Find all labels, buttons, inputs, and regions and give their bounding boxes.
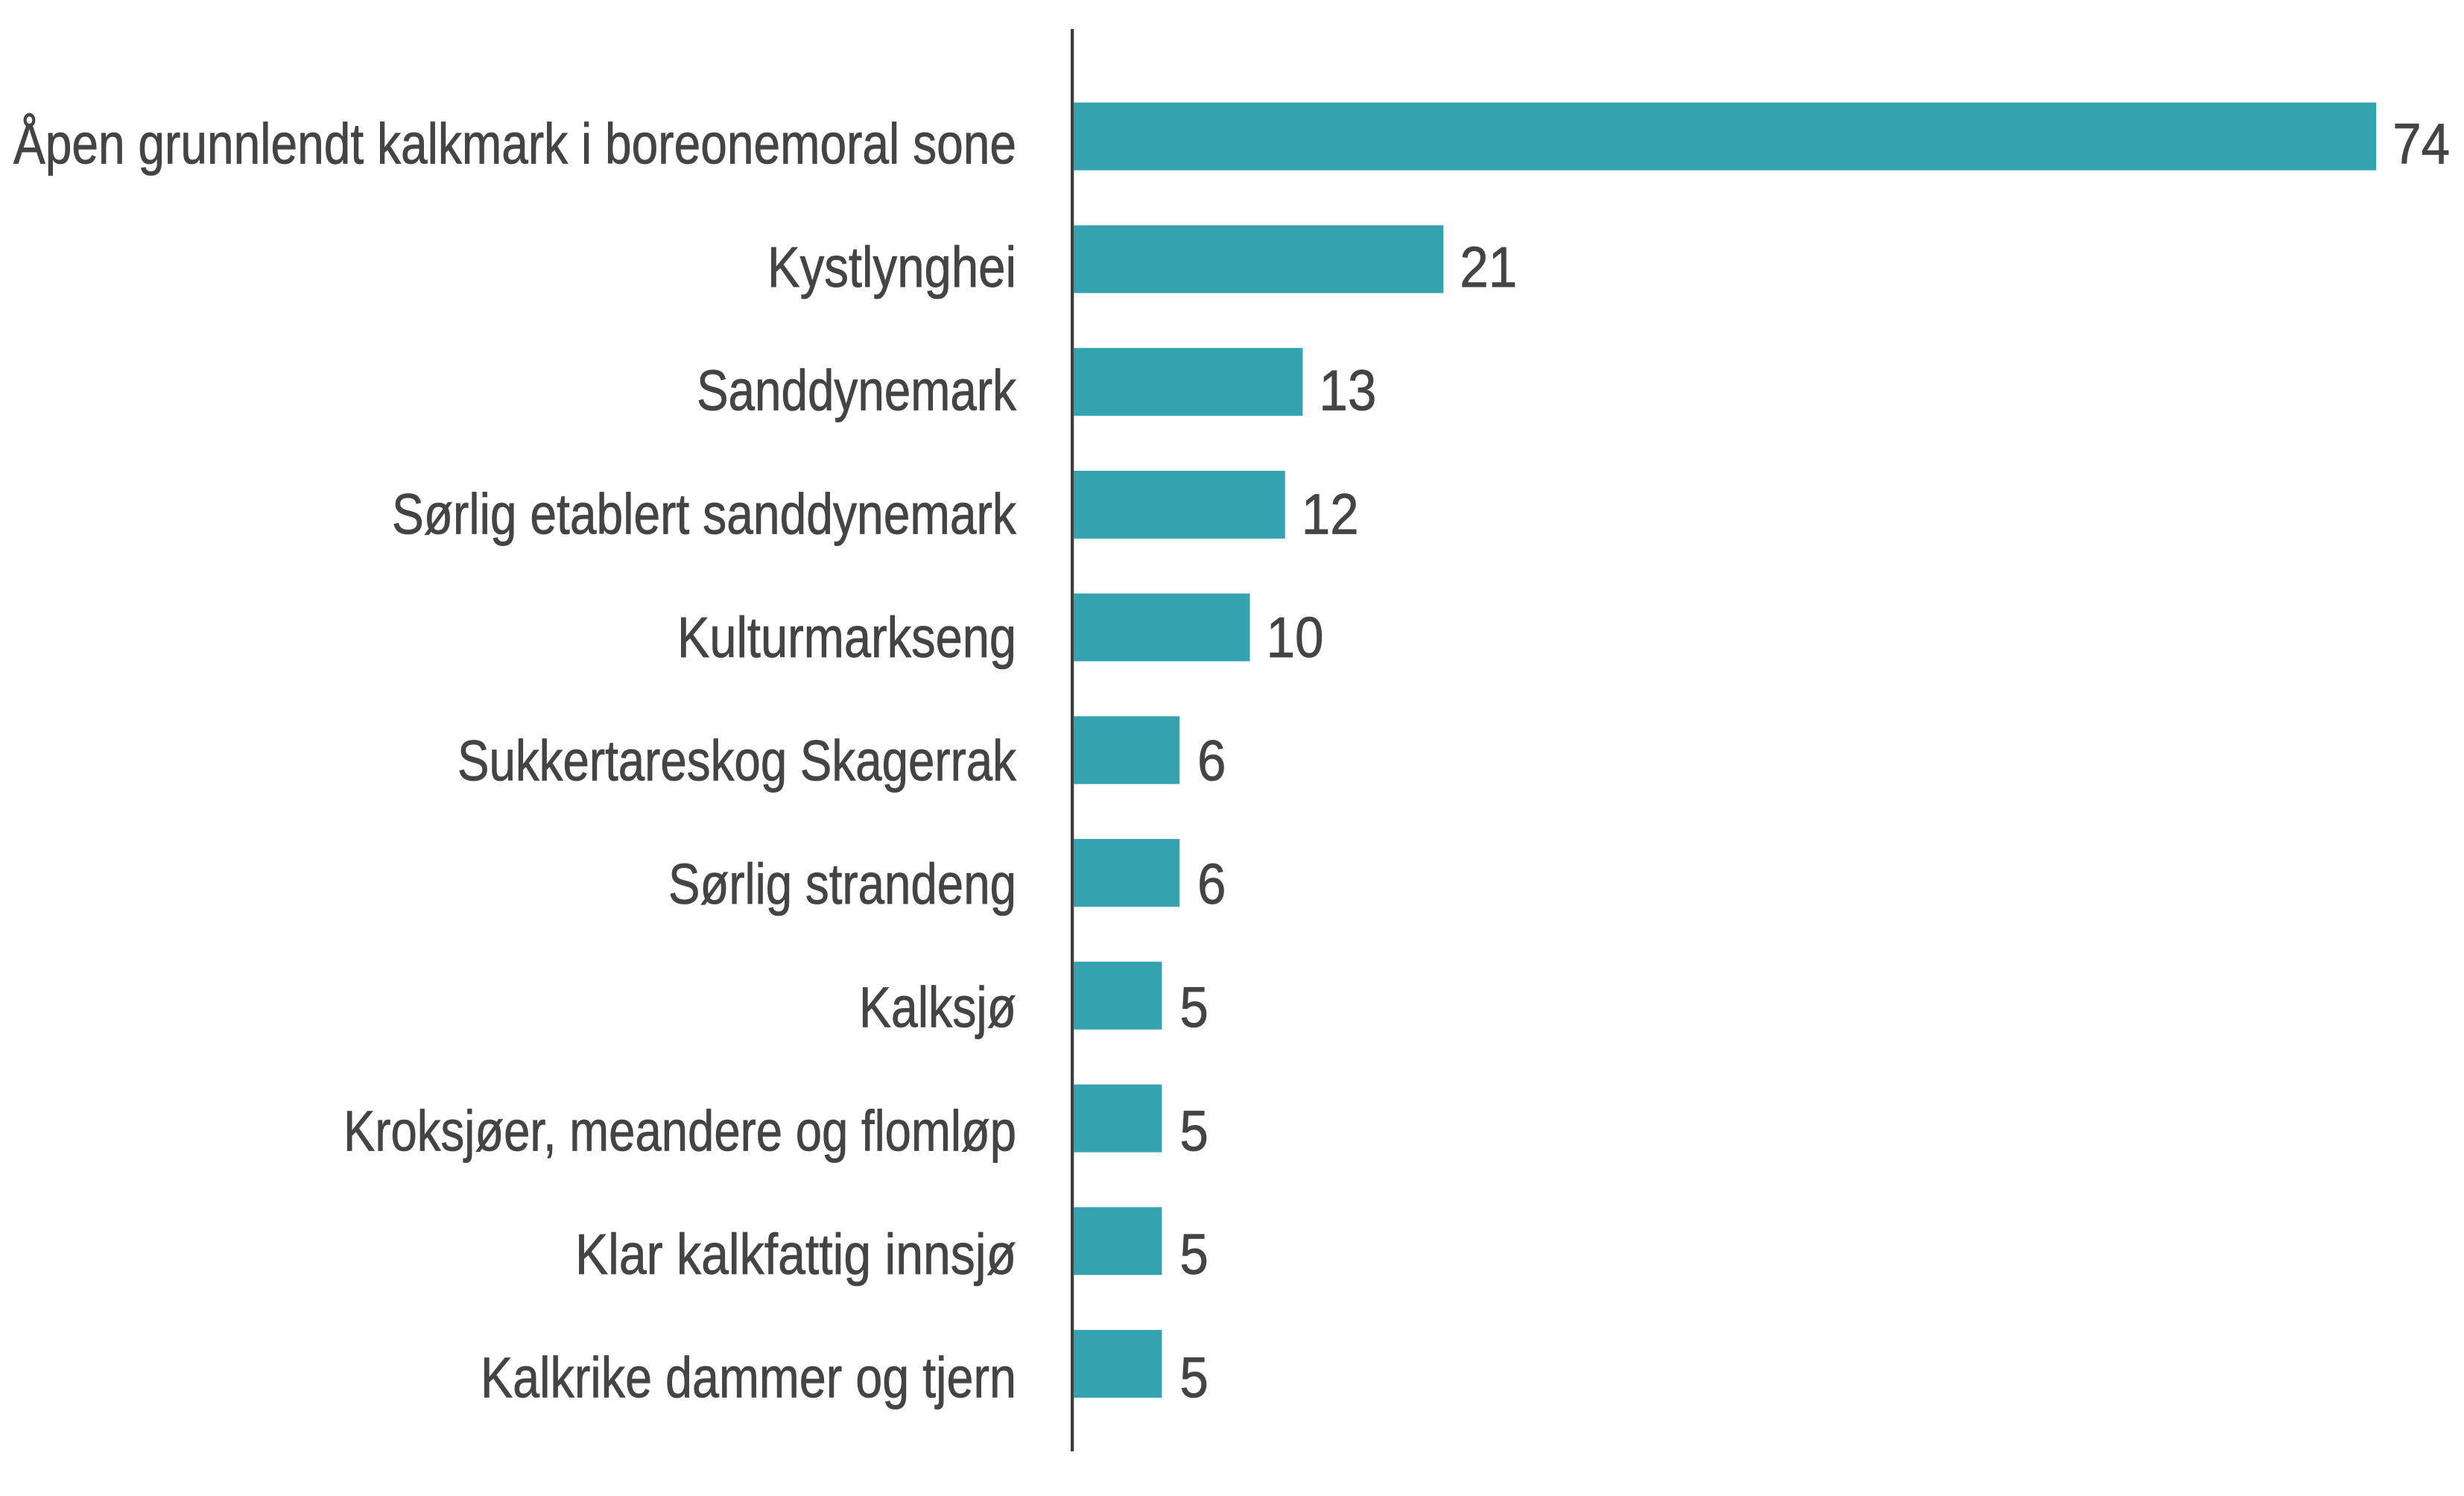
svg-text:5: 5 (1179, 976, 1209, 1040)
svg-text:5: 5 (1179, 1099, 1209, 1163)
svg-text:Sørlig strandeng: Sørlig strandeng (668, 852, 1016, 916)
svg-text:Kystlynghei: Kystlynghei (767, 235, 1016, 299)
svg-text:Kalkrike dammer og tjern: Kalkrike dammer og tjern (481, 1346, 1016, 1410)
svg-text:Sukkertareskog Skagerrak: Sukkertareskog Skagerrak (457, 729, 1016, 793)
svg-text:6: 6 (1197, 729, 1226, 793)
svg-text:Sanddynemark: Sanddynemark (697, 359, 1016, 423)
svg-text:Sørlig etablert sanddynemark: Sørlig etablert sanddynemark (392, 482, 1016, 546)
svg-text:Kulturmarkseng: Kulturmarkseng (677, 606, 1016, 670)
svg-text:74: 74 (2392, 112, 2450, 177)
svg-text:13: 13 (1319, 359, 1376, 423)
svg-text:5: 5 (1179, 1223, 1209, 1287)
svg-text:21: 21 (1460, 235, 1517, 299)
svg-text:5: 5 (1179, 1346, 1209, 1410)
svg-text:12: 12 (1302, 482, 1359, 546)
svg-text:Åpen grunnlendt kalkmark i bor: Åpen grunnlendt kalkmark i boreonemoral … (13, 112, 1016, 177)
svg-text:10: 10 (1267, 606, 1324, 670)
svg-text:6: 6 (1197, 852, 1226, 916)
svg-text:Kalksjø: Kalksjø (859, 976, 1016, 1040)
svg-text:Kroksjøer, meandere og flomløp: Kroksjøer, meandere og flomløp (343, 1099, 1016, 1163)
svg-text:Klar kalkfattig innsjø: Klar kalkfattig innsjø (575, 1223, 1016, 1287)
